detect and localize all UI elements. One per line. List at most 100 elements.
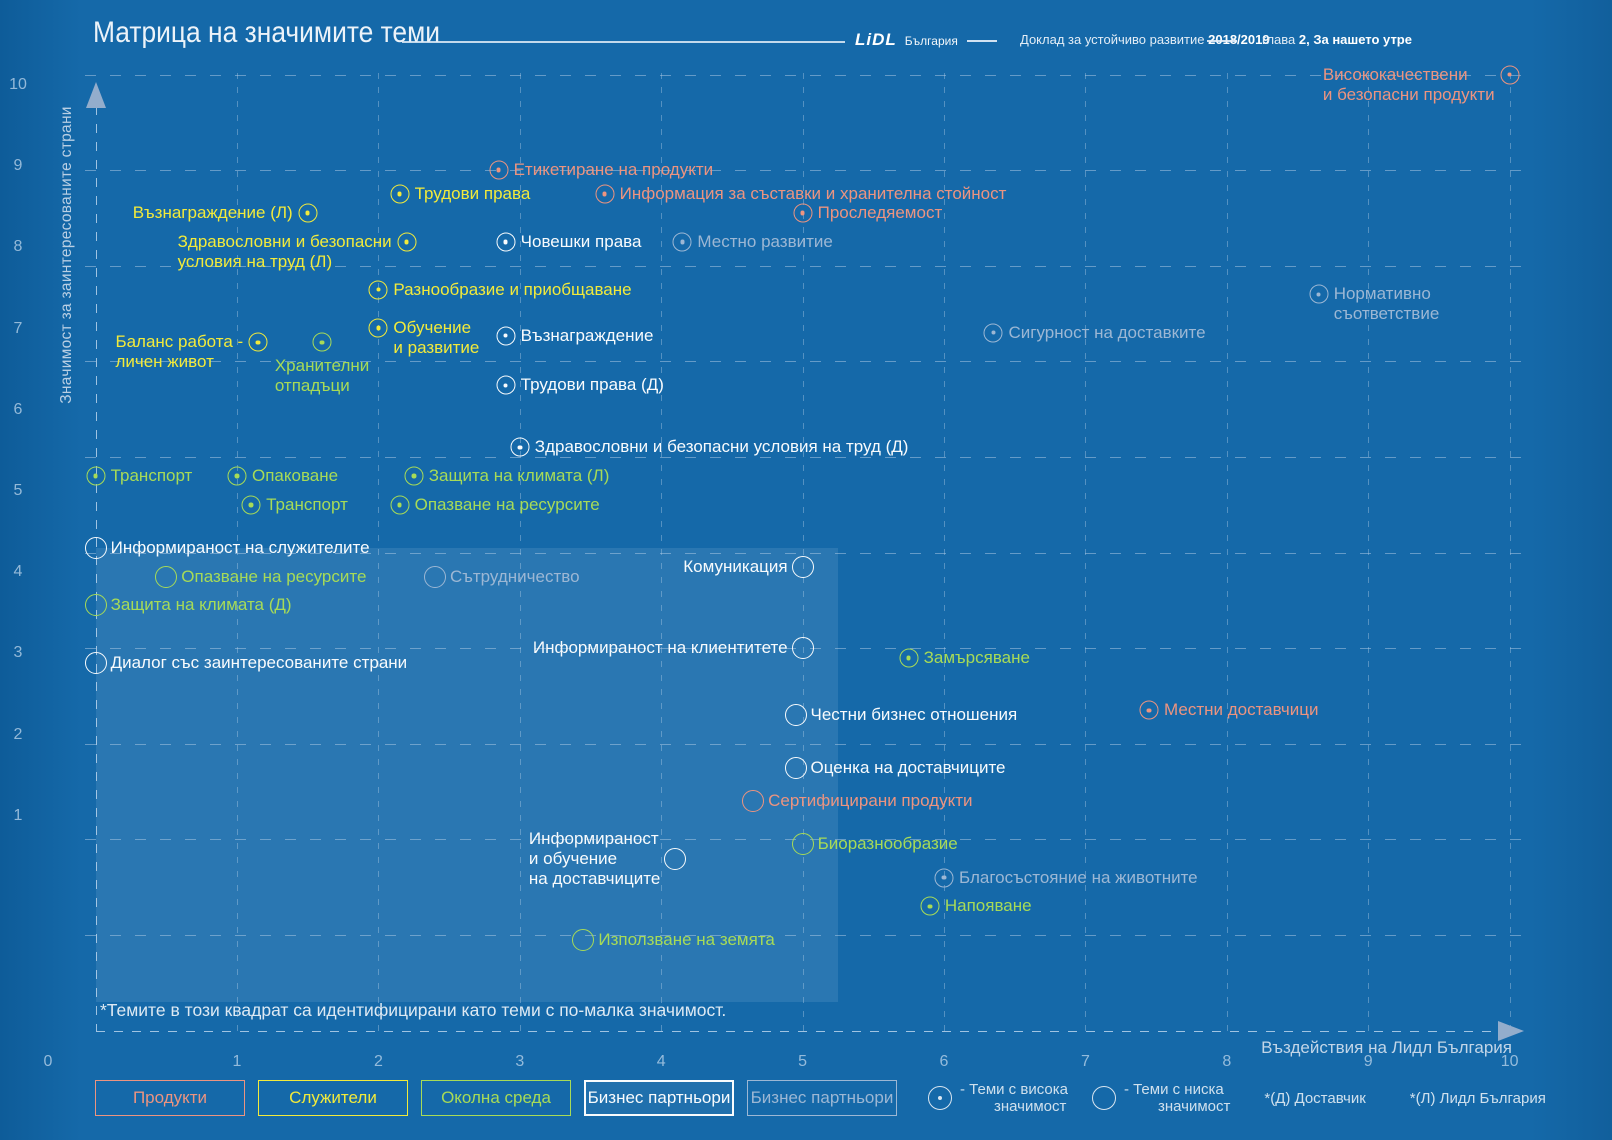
y-tick-label: 1 xyxy=(13,806,23,824)
gridline-horizontal xyxy=(85,552,1532,554)
gridline-horizontal xyxy=(85,265,1532,267)
lidl-logo: LiDL България xyxy=(855,30,958,50)
gridline-horizontal xyxy=(85,74,1532,76)
brand-country: България xyxy=(904,34,958,48)
lidl-note: *(Л) Лидл България xyxy=(1409,1089,1546,1107)
topic-label: Местно развитие xyxy=(697,231,833,251)
high-significance-marker-icon xyxy=(368,280,388,300)
y-axis-line xyxy=(95,106,98,1031)
header-divider xyxy=(967,40,997,42)
topic-label: Здравословни и безопасни условия на труд… xyxy=(534,437,909,457)
y-tick-label: 8 xyxy=(13,238,23,256)
y-tick-label: 3 xyxy=(13,644,23,662)
topic-label: Нормативно съответствие xyxy=(1333,284,1440,324)
high-significance-marker-icon xyxy=(672,232,692,252)
topic-label: Транспорт xyxy=(110,466,193,486)
low-significance-marker-icon xyxy=(784,756,807,779)
high-significance-marker-icon xyxy=(489,160,509,180)
high-significance-marker-icon xyxy=(1500,65,1520,85)
topic-label: Опаковане xyxy=(252,466,339,486)
high-significance-marker-icon xyxy=(298,203,318,223)
topic-label: Диалог със заинтересованите страни xyxy=(110,652,408,672)
high-significance-marker-icon xyxy=(920,896,940,916)
high-significance-marker-icon xyxy=(368,318,388,338)
topic-label: Биоразнообразие xyxy=(817,834,958,854)
x-tick-label: 1 xyxy=(232,1053,242,1070)
low-significance-marker-icon xyxy=(572,928,595,951)
topic-label: Сертифицирани продукти xyxy=(768,791,973,811)
low-significance-marker-icon xyxy=(84,536,107,559)
low-significance-icon xyxy=(1091,1086,1116,1110)
high-significance-marker-icon xyxy=(397,232,417,252)
topic-label: Сигурност на доставките xyxy=(1008,322,1206,342)
x-tick-label: 10 xyxy=(1500,1053,1519,1070)
chapter-reference: глава 2, За нашето утре xyxy=(1262,32,1412,47)
legend-box-environment: Околна среда xyxy=(421,1080,571,1116)
topic-label: Информираност на клиентитете xyxy=(532,638,788,658)
low-significance-marker-icon xyxy=(664,847,687,870)
gridline-horizontal xyxy=(85,170,1532,172)
gridline-vertical xyxy=(1368,73,1370,1031)
x-tick-label: 5 xyxy=(798,1053,808,1070)
topic-label: Благосъстояние на животните xyxy=(959,867,1198,887)
topic-label: Транспорт xyxy=(266,494,348,514)
low-significance-marker-icon xyxy=(791,555,814,578)
low-significance-marker-icon xyxy=(784,704,807,727)
low-significance-marker-icon xyxy=(423,565,446,588)
gridline-vertical xyxy=(1509,73,1511,1031)
gridline-horizontal xyxy=(85,361,1532,363)
high-significance-marker-icon xyxy=(496,326,516,346)
topic-label: Трудови права xyxy=(414,184,531,204)
topic-label: Опазване на ресурсите xyxy=(181,566,367,586)
low-significance-quadrant xyxy=(95,547,838,1002)
lidl-logo-text: LiDL xyxy=(855,30,897,49)
y-axis-arrow-icon xyxy=(85,82,106,108)
gridline-horizontal xyxy=(85,457,1532,458)
quadrant-footnote: *Темите в този квадрат са идентифицирани… xyxy=(100,1000,727,1020)
gridline-vertical xyxy=(1226,73,1228,1031)
legend-low-significance: - Теми с ниска значимост xyxy=(1091,1081,1230,1115)
topic-label: Оценка на доставчиците xyxy=(810,757,1006,777)
high-significance-marker-icon xyxy=(510,437,530,457)
high-significance-marker-icon xyxy=(390,495,410,515)
header-divider xyxy=(1207,40,1237,42)
topic-label: Информираност и обучение на доставчиците xyxy=(528,828,661,888)
topic-label: Обучение и развитие xyxy=(393,317,480,357)
high-significance-marker-icon xyxy=(248,332,268,352)
gridline-vertical xyxy=(661,73,663,1031)
y-tick-label: 2 xyxy=(13,725,23,743)
high-significance-marker-icon xyxy=(1309,284,1329,304)
x-tick-label: 7 xyxy=(1080,1053,1090,1070)
topic-label: Висококачествени и безопасни продукти xyxy=(1322,64,1495,104)
topic-label: Етикетиране на продукти xyxy=(513,160,714,180)
low-significance-marker-icon xyxy=(742,790,765,813)
topic-label: Напояване xyxy=(944,896,1032,916)
high-significance-marker-icon xyxy=(227,466,247,486)
y-tick-label: 10 xyxy=(9,76,27,93)
topic-label: Здравословни и безопасни условия на труд … xyxy=(177,231,392,271)
high-significance-marker-icon xyxy=(404,466,424,486)
x-axis-arrow-icon xyxy=(1498,1020,1524,1041)
legend-box-employees: Служители xyxy=(258,1080,408,1116)
topic-label: Комуникация xyxy=(683,556,788,576)
gridline-horizontal xyxy=(85,935,1532,936)
low-significance-marker-icon xyxy=(791,637,814,660)
gridline-vertical xyxy=(237,73,238,1031)
topic-label: Местни доставчици xyxy=(1164,700,1319,720)
gridline-vertical xyxy=(378,73,380,1031)
high-significance-marker-icon xyxy=(1139,700,1159,720)
report-year: 2018/2019 xyxy=(1208,32,1270,47)
topic-label: Човешки права xyxy=(520,231,642,251)
topic-label: Защита на климата (Д) xyxy=(110,595,292,615)
gridline-vertical xyxy=(1085,73,1087,1031)
y-tick-label: 5 xyxy=(13,482,23,499)
x-tick-label: 9 xyxy=(1363,1053,1373,1070)
high-significance-marker-icon xyxy=(86,466,106,486)
y-tick-label: 7 xyxy=(13,319,23,337)
x-tick-label: 6 xyxy=(939,1053,949,1070)
high-significance-icon xyxy=(928,1086,952,1110)
legend-box-partners: Бизнес партньори xyxy=(584,1080,734,1116)
topic-label: Опазване на ресурсите xyxy=(414,494,600,514)
high-significance-marker-icon xyxy=(496,375,516,395)
